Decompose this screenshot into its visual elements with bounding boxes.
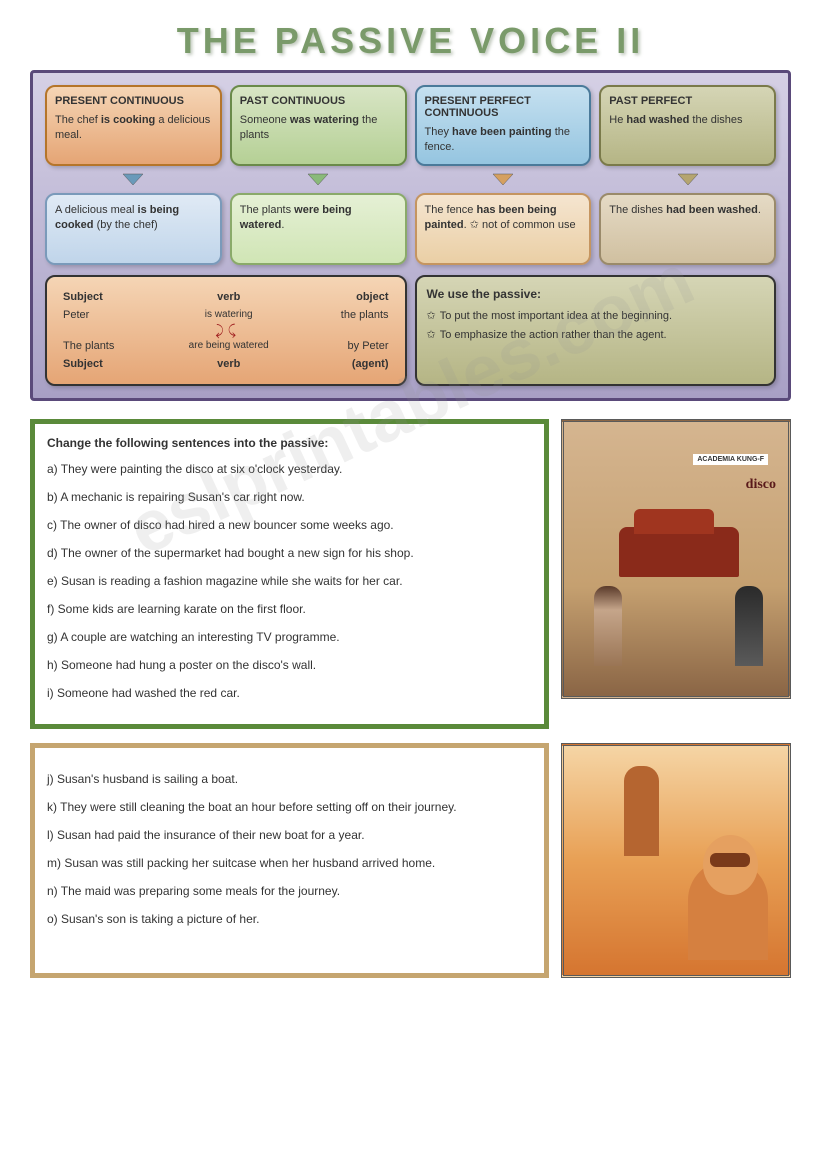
usage-heading: We use the passive: [427, 287, 765, 301]
passive-box-3: The dishes had been washed. [599, 193, 776, 265]
exercise-box-1: Change the following sentences into the … [30, 419, 549, 729]
tense-box-0: PRESENT CONTINUOUS The chef is cooking a… [45, 85, 222, 166]
active-tense-row: PRESENT CONTINUOUS The chef is cooking a… [45, 85, 776, 166]
exercise-item: o) Susan's son is taking a picture of he… [47, 910, 532, 928]
exercise-item: h) Someone had hung a poster on the disc… [47, 656, 532, 674]
tense-passive: A delicious meal is being cooked (by the… [55, 203, 212, 234]
passive-box-1: The plants were being watered. [230, 193, 407, 265]
exercise-item: a) They were painting the disco at six o… [47, 460, 532, 478]
tense-heading: PAST CONTINUOUS [240, 95, 397, 107]
sign-disco: disco [746, 477, 776, 493]
arrow-icon [230, 172, 407, 189]
tense-heading: PRESENT PERFECT CONTINUOUS [425, 95, 582, 119]
exercise-item: m) Susan was still packing her suitcase … [47, 854, 532, 872]
exercise-item: e) Susan is reading a fashion magazine w… [47, 572, 532, 590]
exercise-item: j) Susan's husband is sailing a boat. [47, 770, 532, 788]
exercise-box-2: j) Susan's husband is sailing a boat. k) … [30, 743, 549, 978]
exercise-row-1: Change the following sentences into the … [30, 419, 791, 729]
exercise-item: k) They were still cleaning the boat an … [47, 798, 532, 816]
exercise-item: n) The maid was preparing some meals for… [47, 882, 532, 900]
illustration-street-scene: ACADEMIA KUNG-F disco [561, 419, 791, 699]
tense-box-1: PAST CONTINUOUS Someone was watering the… [230, 85, 407, 166]
exercise-item: b) A mechanic is repairing Susan's car r… [47, 488, 532, 506]
arrow-icon [599, 172, 776, 189]
usage-line: ✩To put the most important idea at the b… [427, 309, 765, 322]
person-shape [594, 586, 622, 666]
usage-box: We use the passive: ✩To put the most imp… [415, 275, 777, 386]
exercise-item: c) The owner of disco had hired a new bo… [47, 516, 532, 534]
arrow-icon [45, 172, 222, 189]
tense-passive: The plants were being watered. [240, 203, 397, 234]
tense-active: They have been painting the fence. [425, 125, 582, 156]
tense-box-2: PRESENT PERFECT CONTINUOUS They have bee… [415, 85, 592, 166]
passive-tense-row: A delicious meal is being cooked (by the… [45, 193, 776, 265]
structure-table: Subjectverbobject Peteris wateringthe pl… [57, 287, 395, 374]
person-shape [735, 586, 763, 666]
tense-box-3: PAST PERFECT He had washed the dishes [599, 85, 776, 166]
exercise-item: g) A couple are watching an interesting … [47, 628, 532, 646]
passive-box-2: The fence has been being painted. ✩ not … [415, 193, 592, 265]
exercise-item: i) Someone had washed the red car. [47, 684, 532, 702]
person-shape [624, 766, 659, 856]
tense-active: He had washed the dishes [609, 113, 766, 128]
page-title: THE PASSIVE VOICE II [30, 20, 791, 62]
usage-line: ✩To emphasize the action rather than the… [427, 328, 765, 341]
structure-box: Subjectverbobject Peteris wateringthe pl… [45, 275, 407, 386]
tense-passive: The fence has been being painted. ✩ not … [425, 203, 582, 234]
tense-heading: PRESENT CONTINUOUS [55, 95, 212, 107]
sign-academia: ACADEMIA KUNG-F [693, 454, 768, 465]
tense-heading: PAST PERFECT [609, 95, 766, 107]
car-shape [619, 527, 739, 577]
sunglasses-shape [710, 853, 750, 867]
explain-row: Subjectverbobject Peteris wateringthe pl… [45, 275, 776, 386]
arrow-icon [415, 172, 592, 189]
exercise-item: l) Susan had paid the insurance of their… [47, 826, 532, 844]
arrow-row [45, 172, 776, 189]
exercise-title: Change the following sentences into the … [47, 436, 532, 450]
tense-active: The chef is cooking a delicious meal. [55, 113, 212, 144]
passive-box-0: A delicious meal is being cooked (by the… [45, 193, 222, 265]
grammar-panel: PRESENT CONTINUOUS The chef is cooking a… [30, 70, 791, 401]
tense-active: Someone was watering the plants [240, 113, 397, 144]
exercise-list-2: j) Susan's husband is sailing a boat. k) … [47, 770, 532, 928]
exercise-item: f) Some kids are learning karate on the … [47, 600, 532, 618]
exercise-item: d) The owner of the supermarket had boug… [47, 544, 532, 562]
tense-passive: The dishes had been washed. [609, 203, 766, 218]
exercise-row-2: j) Susan's husband is sailing a boat. k) … [30, 743, 791, 978]
exercise-list-1: a) They were painting the disco at six o… [47, 460, 532, 702]
illustration-boat-scene [561, 743, 791, 978]
